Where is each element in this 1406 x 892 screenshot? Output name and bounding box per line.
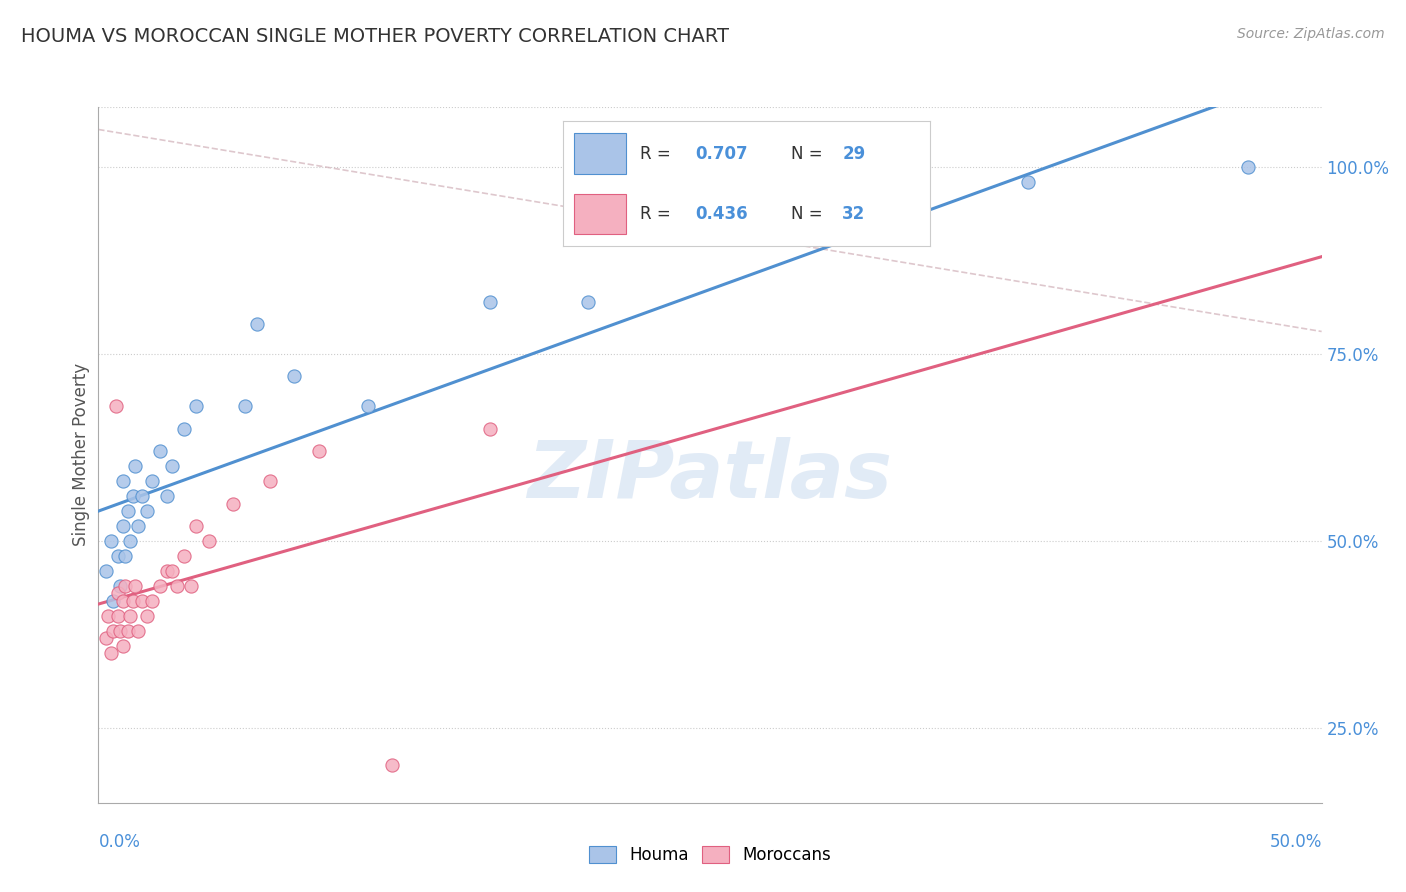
Point <box>117 504 139 518</box>
Point <box>308 444 330 458</box>
Point <box>131 594 153 608</box>
Point <box>246 317 269 331</box>
Point <box>233 399 256 413</box>
Point <box>136 608 159 623</box>
Point <box>111 519 134 533</box>
Point <box>94 564 117 578</box>
Point <box>160 564 183 578</box>
Point <box>127 519 149 533</box>
Point <box>107 586 129 600</box>
Point <box>166 579 188 593</box>
Point <box>104 399 127 413</box>
Point <box>107 549 129 563</box>
Point <box>111 639 134 653</box>
Point <box>94 631 117 645</box>
Y-axis label: Single Mother Poverty: Single Mother Poverty <box>72 363 90 547</box>
Point <box>120 533 142 548</box>
Point <box>121 594 143 608</box>
Point <box>131 489 153 503</box>
Point <box>283 369 305 384</box>
Point <box>124 459 146 474</box>
Point <box>173 549 195 563</box>
Point <box>100 533 122 548</box>
Text: Source: ZipAtlas.com: Source: ZipAtlas.com <box>1237 27 1385 41</box>
Point <box>124 579 146 593</box>
Point <box>110 624 132 638</box>
Point <box>111 474 134 488</box>
Point <box>156 564 179 578</box>
Point <box>197 533 219 548</box>
Point <box>114 549 136 563</box>
Point <box>101 594 124 608</box>
Text: 50.0%: 50.0% <box>1270 833 1322 851</box>
Legend: Houma, Moroccans: Houma, Moroccans <box>582 839 838 871</box>
Point <box>356 399 378 413</box>
Point <box>149 579 172 593</box>
Point <box>186 519 208 533</box>
Point <box>120 608 142 623</box>
Point <box>180 579 202 593</box>
Point <box>381 758 404 772</box>
Point <box>127 624 149 638</box>
Point <box>1017 175 1039 189</box>
Text: ZIPatlas: ZIPatlas <box>527 437 893 515</box>
Point <box>114 579 136 593</box>
Point <box>136 504 159 518</box>
Point <box>107 608 129 623</box>
Point <box>478 294 501 309</box>
Point <box>101 624 124 638</box>
Text: 0.0%: 0.0% <box>98 833 141 851</box>
Point <box>100 646 122 660</box>
Point <box>1237 160 1260 174</box>
Point <box>160 459 183 474</box>
Point <box>97 608 120 623</box>
Point <box>111 594 134 608</box>
Point <box>186 399 208 413</box>
Point <box>110 579 132 593</box>
Point <box>173 422 195 436</box>
Point <box>576 294 599 309</box>
Point <box>121 489 143 503</box>
Point <box>149 444 172 458</box>
Point <box>259 474 281 488</box>
Point <box>117 624 139 638</box>
Point <box>156 489 179 503</box>
Point <box>141 594 163 608</box>
Point <box>478 422 501 436</box>
Text: HOUMA VS MOROCCAN SINGLE MOTHER POVERTY CORRELATION CHART: HOUMA VS MOROCCAN SINGLE MOTHER POVERTY … <box>21 27 730 45</box>
Point <box>222 497 245 511</box>
Point <box>141 474 163 488</box>
